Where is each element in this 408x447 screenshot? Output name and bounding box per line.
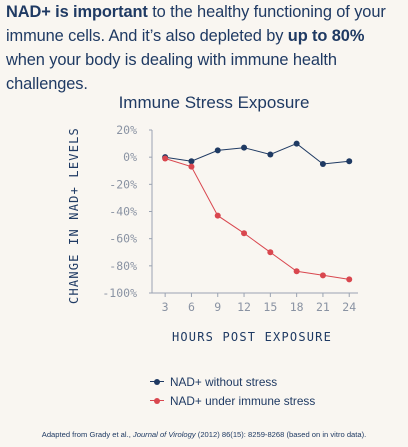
series-0-point bbox=[293, 140, 300, 147]
series-line-0 bbox=[165, 143, 350, 165]
legend-swatch-without-stress bbox=[150, 377, 164, 387]
x-tick-label: 9 bbox=[214, 300, 221, 314]
intro-text-1: to the healthy functioning of your immun… bbox=[6, 3, 386, 45]
legend-swatch-under-stress bbox=[150, 396, 164, 406]
footnote-prefix: Adapted from Grady et al., bbox=[41, 430, 133, 439]
chart-legend: NAD+ without stress NAD+ under immune st… bbox=[150, 372, 315, 410]
chart-title: Immune Stress Exposure bbox=[118, 93, 310, 112]
series-0-point bbox=[214, 147, 221, 154]
x-tick-label: 6 bbox=[188, 300, 195, 314]
y-tick-label: 0% bbox=[123, 150, 137, 164]
legend-item-without-stress: NAD+ without stress bbox=[150, 372, 315, 391]
series-1-point bbox=[267, 249, 274, 256]
y-axis-title: CHANGE IN NAD+ LEVELS bbox=[67, 127, 81, 304]
footnote-journal: Journal of Virology bbox=[132, 430, 196, 439]
intro-text-2: when your body is dealing with immune he… bbox=[6, 51, 337, 93]
series-0-point bbox=[267, 151, 274, 158]
y-tick-label: -100% bbox=[102, 286, 137, 300]
series-1-point bbox=[162, 155, 169, 162]
chart-ticks: 20% 0% -20% -40% -60% -80% -100% 3 6 9 12 15 18 21 24 bbox=[102, 123, 356, 314]
chart-axes bbox=[151, 130, 358, 294]
series-0-point bbox=[346, 158, 353, 165]
intro-paragraph: NAD+ is important to the healthy functio… bbox=[6, 0, 406, 96]
series-0-point bbox=[188, 158, 195, 165]
series-1-point bbox=[188, 163, 195, 170]
y-tick-label: -40% bbox=[109, 205, 137, 219]
x-tick-label: 21 bbox=[316, 300, 330, 314]
footnote-suffix: (2012) 86(15): 8259-8268 (based on in vi… bbox=[195, 430, 367, 439]
series-1-point bbox=[214, 212, 221, 219]
series-1-point bbox=[241, 230, 248, 237]
series-1-point bbox=[319, 272, 326, 279]
x-axis-title: HOURS POST EXPOSURE bbox=[172, 330, 332, 344]
y-tick-label: 20% bbox=[116, 123, 137, 137]
y-tick-label: -60% bbox=[109, 232, 137, 246]
x-tick-label: 24 bbox=[342, 300, 356, 314]
series-0-point bbox=[319, 160, 326, 167]
chart-series bbox=[162, 140, 353, 283]
x-tick-label: 18 bbox=[290, 300, 304, 314]
series-1-point bbox=[346, 276, 353, 283]
series-1-point bbox=[293, 268, 300, 275]
legend-label-without-stress: NAD+ without stress bbox=[170, 374, 278, 389]
legend-item-under-stress: NAD+ under immune stress bbox=[150, 391, 315, 410]
intro-bold-1: NAD+ is important bbox=[6, 3, 148, 21]
intro-bold-2: up to 80% bbox=[287, 27, 365, 45]
x-tick-label: 15 bbox=[263, 300, 277, 314]
y-tick-label: -20% bbox=[109, 177, 137, 191]
series-line-1 bbox=[164, 158, 350, 280]
legend-label-under-stress: NAD+ under immune stress bbox=[170, 393, 316, 408]
x-tick-label: 12 bbox=[237, 300, 251, 314]
source-footnote: Adapted from Grady et al., Journal of Vi… bbox=[0, 430, 408, 439]
y-tick-label: -80% bbox=[109, 259, 137, 273]
series-0-point bbox=[241, 144, 248, 151]
x-tick-label: 3 bbox=[162, 300, 169, 314]
